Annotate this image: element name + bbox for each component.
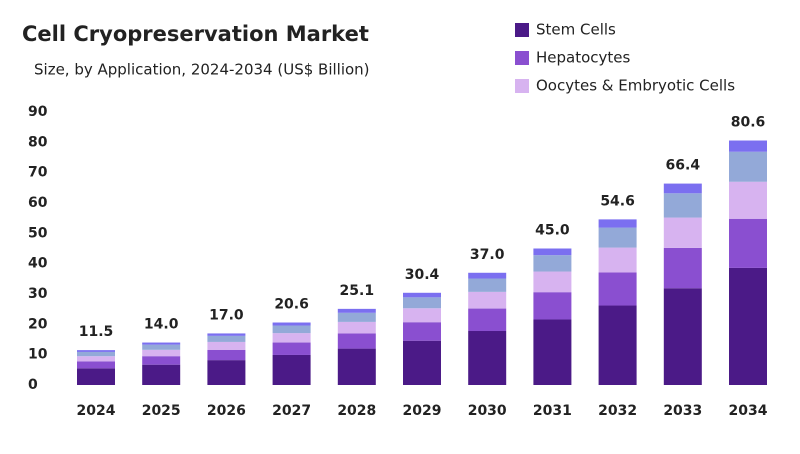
y-tick-label: 90 — [28, 104, 48, 120]
total-label: 80.6 — [731, 115, 766, 131]
x-tick-label: 2031 — [533, 403, 572, 419]
bar-segment — [142, 356, 181, 365]
bar-segment — [272, 325, 311, 334]
y-tick-label: 10 — [28, 347, 48, 363]
bar-segment — [77, 351, 115, 357]
bar-segment — [468, 308, 507, 332]
bar-segment — [468, 272, 507, 279]
bar-segment — [533, 271, 572, 293]
bar-segment — [77, 356, 115, 362]
total-label: 45.0 — [535, 223, 570, 239]
bar-segment — [729, 218, 767, 268]
legend-label: Stem Cells — [536, 21, 616, 39]
bar-segment — [77, 350, 115, 352]
bar-segment — [272, 333, 311, 343]
bar-segment — [142, 349, 181, 357]
total-label: 30.4 — [405, 267, 440, 283]
bar-segment — [403, 340, 441, 385]
legend-label: Hepatocytes — [536, 49, 631, 67]
bar-segment — [533, 248, 572, 256]
x-tick-label: 2028 — [337, 403, 376, 419]
x-tick-label: 2029 — [403, 403, 442, 419]
bar-segment — [663, 247, 702, 289]
bar-segment — [142, 364, 181, 385]
bar-segment — [272, 354, 311, 385]
y-tick-label: 60 — [28, 195, 48, 211]
bar-segment — [598, 227, 637, 248]
x-tick-label: 2033 — [663, 403, 702, 419]
legend-swatch — [515, 51, 529, 65]
bar-segment — [533, 319, 572, 385]
x-tick-label: 2034 — [729, 403, 768, 419]
bar-segment — [403, 308, 441, 323]
legend-label: Oocytes & Embryotic Cells — [536, 77, 735, 95]
bar-segment — [729, 151, 767, 182]
legend-swatch — [515, 79, 529, 93]
x-tick-label: 2025 — [142, 403, 181, 419]
x-tick-label: 2024 — [77, 403, 116, 419]
bar-segment — [663, 183, 702, 194]
bar-segment — [598, 272, 637, 306]
bar-segment — [77, 368, 115, 385]
bar-segment — [663, 288, 702, 385]
y-tick-label: 30 — [28, 286, 48, 302]
bar-segment — [468, 331, 507, 385]
bar-segment — [729, 181, 767, 219]
y-tick-label: 50 — [28, 225, 48, 241]
x-tick-label: 2026 — [207, 403, 246, 419]
bar-segment — [533, 255, 572, 272]
bar-segment — [468, 291, 507, 309]
y-tick-label: 20 — [28, 316, 48, 332]
bar-segment — [403, 292, 441, 298]
y-tick-label: 80 — [28, 134, 48, 150]
x-tick-label: 2027 — [272, 403, 311, 419]
total-label: 25.1 — [340, 283, 375, 299]
bar-segment — [598, 247, 637, 273]
bar-segment — [663, 217, 702, 248]
bar-segment — [207, 349, 246, 361]
x-tick-label: 2030 — [468, 403, 507, 419]
bar-segment — [337, 312, 376, 322]
bar-segment — [403, 322, 441, 341]
bar-segment — [598, 305, 637, 385]
bar-segment — [663, 193, 702, 218]
y-tick-label: 0 — [28, 377, 38, 393]
chart-title: Cell Cryopreservation Market — [22, 22, 369, 46]
bar-segment — [598, 219, 637, 228]
bar-segment — [207, 333, 246, 336]
bar-segment — [729, 140, 767, 152]
bar-segment — [337, 348, 376, 385]
chart-subtitle: Size, by Application, 2024-2034 (US$ Bil… — [34, 61, 370, 79]
x-tick-label: 2032 — [598, 403, 637, 419]
total-label: 37.0 — [470, 247, 505, 263]
y-tick-label: 70 — [28, 165, 48, 181]
y-tick-label: 40 — [28, 256, 48, 272]
bar-segment — [142, 344, 181, 350]
bar-segment — [207, 360, 246, 385]
bar-segment — [272, 322, 311, 326]
bar-segment — [337, 321, 376, 334]
bar-segment — [77, 361, 115, 369]
bar-segment — [207, 341, 246, 350]
total-label: 17.0 — [209, 307, 244, 323]
bar-segment — [729, 267, 767, 385]
total-label: 11.5 — [79, 324, 114, 340]
total-label: 14.0 — [144, 317, 179, 333]
total-label: 20.6 — [274, 297, 309, 313]
bar-segment — [272, 342, 311, 355]
legend-swatch — [515, 23, 529, 37]
bar-segment — [403, 297, 441, 309]
total-label: 66.4 — [666, 158, 701, 174]
bar-segment — [337, 333, 376, 349]
bar-segment — [207, 335, 246, 342]
bar-segment — [337, 308, 376, 313]
bar-segment — [533, 292, 572, 320]
bar-segment — [142, 342, 181, 345]
bar-segment — [468, 278, 507, 292]
total-label: 54.6 — [600, 193, 635, 209]
